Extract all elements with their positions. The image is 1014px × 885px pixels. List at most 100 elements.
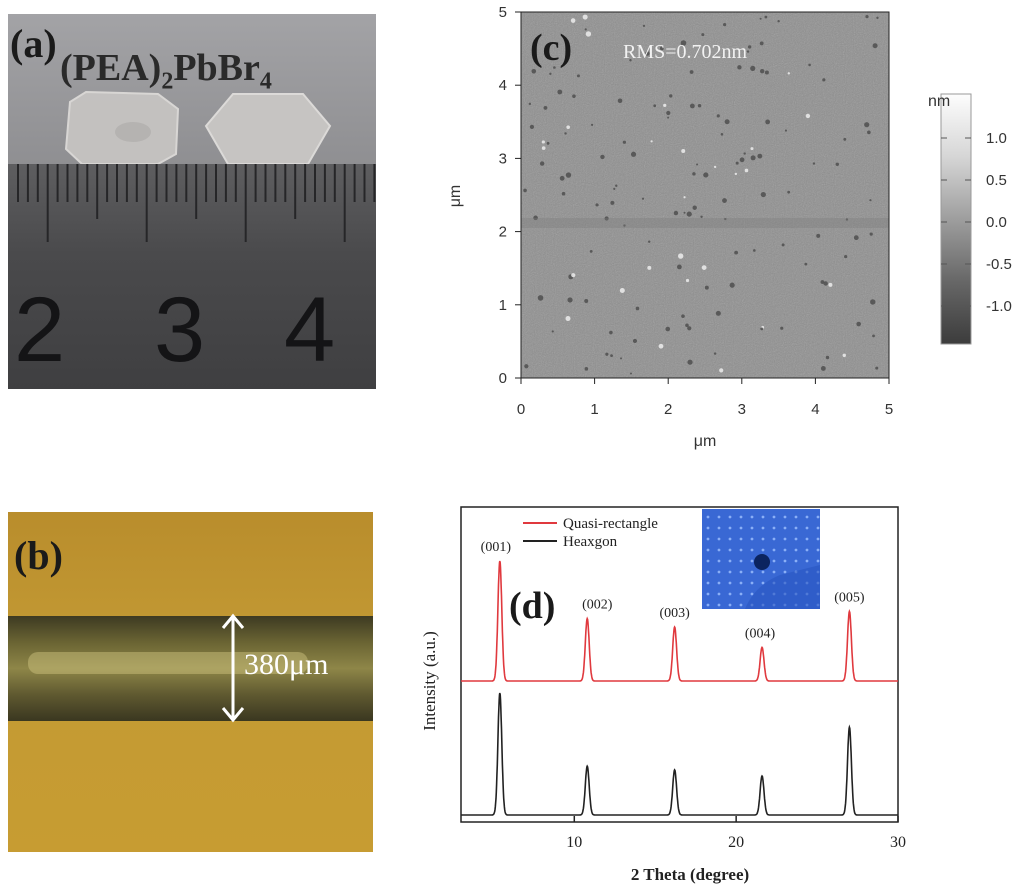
- afm-spot: [746, 50, 750, 53]
- ruler-number-2: 2: [14, 279, 66, 381]
- inset-diffraction-spot: [783, 559, 787, 563]
- rms-text: RMS=0.702nm: [623, 41, 748, 63]
- afm-spot: [629, 59, 632, 62]
- colorbar: [940, 93, 972, 345]
- afm-spot: [722, 198, 727, 203]
- afm-spot: [872, 334, 875, 338]
- afm-y-tick-label: 5: [499, 4, 507, 21]
- inset-diffraction-spot: [717, 526, 721, 530]
- afm-spot: [701, 33, 705, 37]
- afm-spot: [842, 353, 846, 358]
- ruler-number-3: 3: [154, 279, 206, 381]
- afm-spot: [835, 162, 839, 166]
- afm-spot: [653, 104, 657, 108]
- afm-y-label: μm: [447, 185, 464, 208]
- afm-x-tick-label: 5: [885, 401, 893, 418]
- afm-spot: [724, 217, 727, 221]
- afm-spot: [565, 172, 572, 178]
- inset-diffraction-spot: [717, 559, 721, 563]
- afm-spot: [743, 152, 746, 155]
- afm-spot: [808, 63, 811, 67]
- afm-spot: [613, 187, 616, 190]
- afm-spot: [632, 338, 638, 344]
- afm-spot: [635, 306, 640, 311]
- afm-spot: [805, 113, 811, 119]
- inset-diffraction-spot: [805, 515, 809, 519]
- inset-diffraction-spot: [728, 548, 732, 552]
- afm-spot: [630, 372, 633, 375]
- legend-label-heaxgon: Heaxgon: [563, 534, 618, 550]
- xrd-plot-frame: [460, 506, 899, 823]
- inset-diffraction-spot: [717, 581, 721, 585]
- afm-spot: [609, 330, 613, 335]
- afm-spot: [565, 316, 571, 322]
- inset-diffraction-spot: [761, 570, 765, 574]
- inset-diffraction-spot: [706, 559, 710, 563]
- afm-spot: [716, 114, 720, 118]
- afm-spot: [585, 31, 592, 37]
- inset-diffraction-spot: [728, 603, 732, 607]
- afm-spot: [777, 20, 780, 23]
- panel-a: 2 3 4 (a) (PEA)2PbBr4: [8, 14, 376, 389]
- afm-spot: [781, 243, 785, 247]
- inset-diffraction-spot: [706, 603, 710, 607]
- afm-spot: [610, 354, 613, 358]
- afm-spot: [689, 103, 695, 109]
- afm-surface-spots: [521, 14, 889, 375]
- afm-spot: [620, 357, 623, 360]
- afm-spot: [572, 94, 576, 98]
- afm-spot: [692, 205, 697, 210]
- formula-sub-1: 2: [161, 68, 174, 95]
- afm-spot: [541, 140, 545, 144]
- inset-diffraction-spot: [783, 526, 787, 530]
- afm-spot: [571, 273, 576, 278]
- inset-diffraction-spot: [706, 526, 710, 530]
- afm-spot: [570, 18, 576, 23]
- afm-spot: [825, 355, 830, 360]
- afm-spot: [735, 161, 739, 165]
- afm-spot: [595, 203, 599, 207]
- afm-spot: [696, 163, 699, 166]
- inset-diffraction-spot: [750, 559, 754, 563]
- afm-y-tick-label: 2: [499, 224, 507, 241]
- afm-spot: [765, 119, 771, 125]
- inset-diffraction-spot: [739, 570, 743, 574]
- inset-diffraction-spot: [728, 515, 732, 519]
- afm-spot: [566, 125, 570, 130]
- inset-diffraction-spot: [739, 581, 743, 585]
- afm-spot: [872, 43, 878, 49]
- afm-spot: [658, 343, 664, 349]
- afm-spot: [822, 78, 826, 82]
- xrd-x-tick-label: 30: [890, 834, 906, 851]
- inset-diffraction-spot: [805, 537, 809, 541]
- inset-diffraction-spot: [805, 526, 809, 530]
- afm-spot: [680, 40, 687, 46]
- panel-c-afm: RMS=0.702nm (c) μm μm nm 1.0 0.5 0.0 -0.5 -1…: [447, 4, 1012, 450]
- afm-spot: [700, 215, 703, 218]
- panel-b: 380μm (b): [8, 512, 373, 852]
- fiber-band: [8, 616, 373, 721]
- afm-spot: [600, 154, 605, 160]
- afm-spot: [553, 66, 556, 69]
- afm-spot: [686, 211, 692, 217]
- afm-spot: [681, 314, 685, 318]
- inset-diffraction-spot: [750, 592, 754, 596]
- inset-diffraction-spot: [772, 559, 776, 563]
- inset-diffraction-spot: [750, 548, 754, 552]
- afm-spot: [584, 298, 589, 303]
- afm-spot: [784, 129, 788, 132]
- ruler-number-4: 4: [284, 279, 336, 381]
- inset-diffraction-spot: [728, 581, 732, 585]
- afm-spot: [853, 235, 859, 241]
- afm-spot: [719, 368, 724, 373]
- afm-spot: [750, 155, 756, 161]
- afm-spot: [724, 119, 730, 125]
- afm-spot: [669, 94, 673, 98]
- afm-spot: [687, 326, 692, 331]
- legend-label-quasi-rectangle: Quasi-rectangle: [563, 516, 658, 532]
- afm-spot: [683, 196, 686, 199]
- inset-diffraction-spot: [739, 526, 743, 530]
- afm-spot: [720, 132, 724, 136]
- inset-diffraction-spot: [783, 548, 787, 552]
- afm-x-label: μm: [694, 433, 717, 450]
